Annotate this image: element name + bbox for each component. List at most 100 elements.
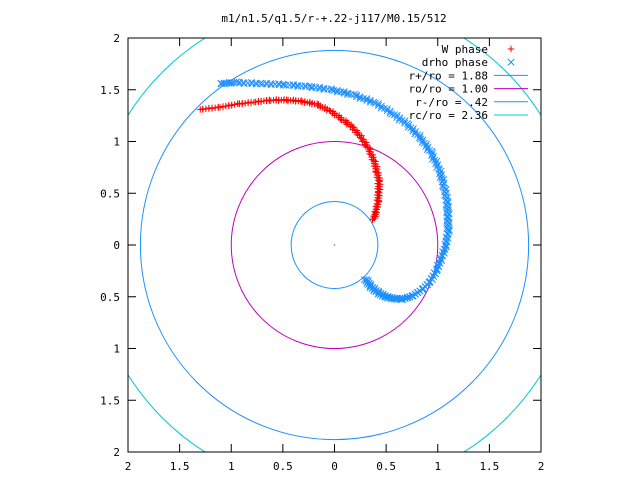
drho-phase-point (223, 79, 231, 87)
reference-circle (290, 201, 379, 289)
drho-phase-point (407, 124, 415, 132)
drho-phase-point (350, 90, 358, 98)
drho-phase-point (308, 83, 316, 91)
drho-phase-point (423, 140, 431, 148)
drho-phase-point (420, 139, 428, 147)
drho-phase-point (430, 152, 438, 161)
drho-phase-point (404, 123, 412, 131)
x-tick-label: 1 (434, 460, 441, 473)
drho-phase-point (428, 147, 436, 155)
drho-phase-point (217, 79, 225, 88)
drho-phase-point (333, 88, 341, 96)
legend-label: r+/ro = 1.88 (409, 69, 488, 82)
drho-phase-point (443, 214, 452, 222)
drho-phase-point (356, 93, 364, 101)
drho-phase-point (424, 143, 432, 151)
drho-phase-point (435, 164, 443, 172)
drho-phase-point (409, 125, 417, 133)
drho-phase-point (359, 94, 367, 103)
y-tick-label: 1.5 (100, 84, 120, 97)
x-tick-label: 1.5 (170, 460, 190, 473)
drho-phase-point (363, 95, 371, 103)
drho-phase-point (259, 80, 267, 88)
drho-phase-point (343, 89, 352, 97)
drho-phase-point (393, 111, 401, 119)
drho-phase-point (432, 160, 440, 168)
reference-circle (139, 49, 530, 441)
drho-phase-point (344, 90, 352, 99)
w-phase-series (197, 96, 384, 223)
drho-phase-point (374, 100, 382, 108)
legend-label: r-/ro = .42 (415, 96, 488, 109)
reference-circle (230, 141, 439, 349)
drho-phase-point (418, 138, 426, 146)
drho-phase-point (431, 156, 439, 164)
center-dot (333, 244, 336, 246)
y-axis-ticks: 2 1.5 1 0.5 0 0.5 1 1.5 2 (100, 32, 541, 459)
reference-circles (128, 38, 541, 452)
drho-phase-point (225, 78, 233, 86)
y-tick-label: 1.5 (100, 394, 120, 407)
drho-phase-point (390, 111, 398, 119)
data-points (197, 78, 453, 303)
legend-label: drho phase (422, 56, 488, 69)
drho-phase-point (330, 87, 338, 95)
drho-phase-point (433, 157, 441, 165)
x-tick-label: 1 (228, 460, 235, 473)
drho-phase-point (235, 78, 243, 86)
x-tick-label: 0.5 (376, 460, 396, 473)
drho-phase-point (442, 242, 450, 250)
plot-area (128, 38, 541, 452)
drho-phase-point (413, 131, 422, 139)
y-tick-label: 1 (113, 343, 120, 356)
drho-phase-point (282, 81, 290, 89)
drho-phase-point (347, 90, 355, 98)
drho-phase-point (429, 155, 437, 163)
drho-phase-point (356, 94, 364, 102)
drho-phase-point (411, 130, 419, 138)
y-tick-label: 0.5 (100, 187, 120, 200)
x-tick-label: 0.5 (273, 460, 293, 473)
y-tick-label: 2 (113, 446, 120, 459)
drho-phase-point (340, 89, 348, 97)
drho-phase-point (366, 98, 375, 106)
drho-phase-point (507, 58, 515, 66)
plot-border (127, 37, 542, 453)
y-tick-label: 0 (113, 239, 120, 252)
x-tick-label: 0 (331, 460, 338, 473)
drho-phase-point (228, 78, 236, 87)
drho-phase-point (409, 127, 417, 135)
drho-phase-point (422, 142, 430, 150)
drho-phase-point (366, 96, 374, 104)
drho-phase-point (411, 128, 419, 136)
drho-phase-point (425, 146, 434, 154)
drho-phase-point (434, 161, 442, 169)
drho-phase-point (419, 136, 427, 144)
drho-phase-point (340, 88, 348, 96)
x-axis-ticks: 2 1.5 1 0.5 0 0.5 1 1.5 2 (125, 38, 545, 473)
y-tick-label: 2 (113, 32, 120, 45)
legend-label: ro/ro = 1.00 (409, 83, 488, 96)
drho-phase-point (363, 96, 371, 104)
legend-label: W phase (442, 43, 488, 56)
drho-phase-point (401, 117, 409, 125)
drho-phase-series (217, 78, 453, 303)
drho-phase-point (337, 88, 345, 96)
y-tick-label: 0.5 (100, 291, 120, 304)
x-tick-label: 2 (538, 460, 545, 473)
legend-label: rc/ro = 2.36 (409, 109, 488, 122)
drho-phase-point (416, 131, 424, 139)
drho-phase-point (370, 98, 378, 106)
drho-phase-point (383, 105, 391, 113)
y-tick-label: 1 (113, 136, 120, 149)
chart-title: m1/n1.5/q1.5/r-+.22-j117/M0.15/512 (221, 12, 446, 25)
x-tick-label: 1.5 (479, 460, 499, 473)
drho-phase-point (433, 163, 441, 171)
reference-circle (128, 38, 541, 452)
drho-phase-point (445, 227, 453, 235)
drho-phase-point (416, 134, 424, 142)
drho-phase-point (233, 78, 241, 86)
x-tick-label: 2 (125, 460, 132, 473)
